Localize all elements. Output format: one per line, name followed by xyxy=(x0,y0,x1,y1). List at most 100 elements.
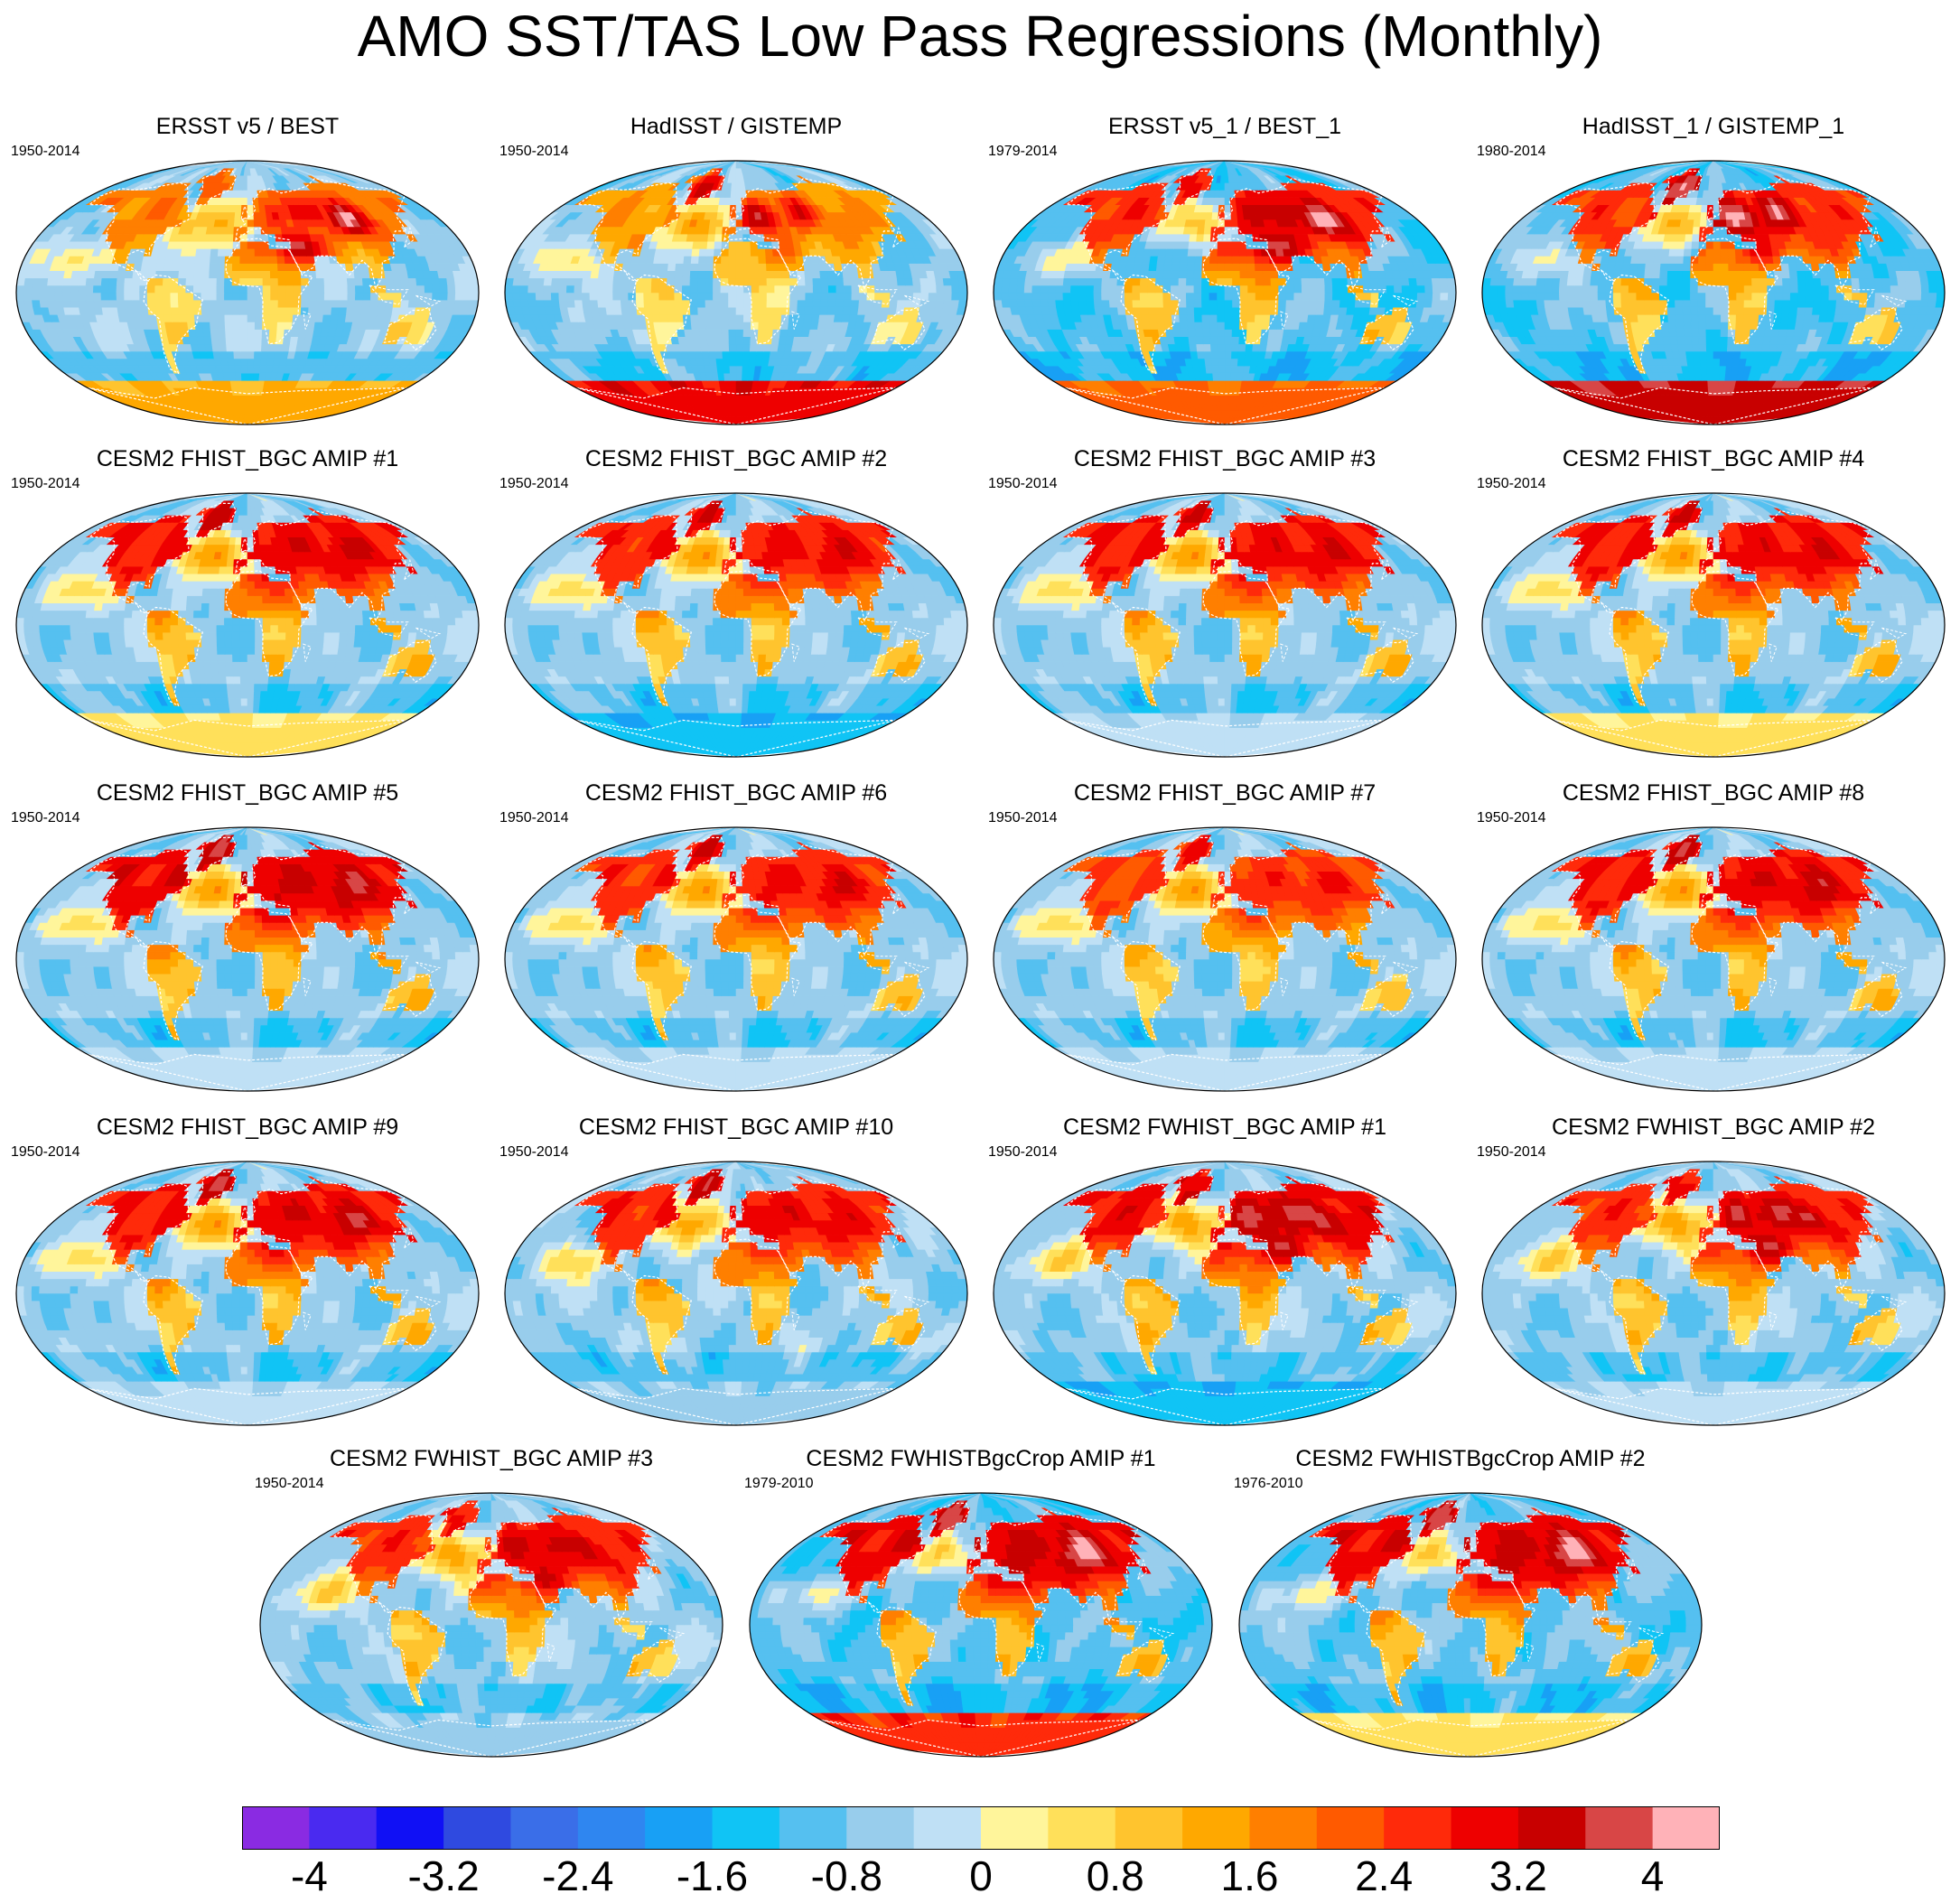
ocean-cell xyxy=(512,277,522,286)
ocean-cell xyxy=(154,270,164,279)
ocean-cell xyxy=(849,270,860,279)
ocean-cell xyxy=(1252,343,1261,352)
ocean-cell xyxy=(864,306,874,315)
ocean-cell xyxy=(710,211,719,220)
ocean-cell xyxy=(720,299,729,308)
ocean-cell xyxy=(565,285,575,294)
ocean-cell xyxy=(231,314,241,322)
ocean-cell xyxy=(705,277,714,286)
land-cell xyxy=(369,270,378,279)
ocean-cell xyxy=(339,285,349,294)
ocean-cell xyxy=(1199,365,1208,374)
ocean-cell xyxy=(201,306,210,315)
ocean-cell xyxy=(235,197,243,206)
ocean-cell xyxy=(543,285,552,294)
ocean-cell xyxy=(1203,343,1212,352)
ocean-cell xyxy=(195,329,205,337)
ocean-cell xyxy=(714,343,723,352)
ocean-cell xyxy=(227,358,236,367)
ocean-cell xyxy=(905,285,914,294)
ocean-cell xyxy=(621,306,630,315)
ocean-cell xyxy=(393,285,403,294)
ocean-cell xyxy=(1218,365,1226,374)
land-cell xyxy=(162,292,172,301)
land-cell xyxy=(1219,395,1226,404)
ocean-cell xyxy=(192,285,202,294)
ocean-cell xyxy=(628,306,638,315)
ocean-cell xyxy=(535,292,545,301)
ocean-cell xyxy=(604,277,614,286)
ocean-cell xyxy=(597,277,607,286)
north-america-coastline xyxy=(88,182,190,283)
africa-coastline xyxy=(225,238,314,345)
chart-title: AMO SST/TAS Low Pass Regressions (Monthl… xyxy=(0,0,1960,72)
land-cell xyxy=(742,263,752,271)
island-coastline xyxy=(415,294,442,307)
panel-title: HadISST / GISTEMP xyxy=(498,112,975,141)
ocean-cell xyxy=(692,240,702,249)
ocean-cell xyxy=(1218,380,1226,388)
ocean-cell xyxy=(1224,343,1233,352)
ocean-cell xyxy=(749,350,758,359)
ocean-cell xyxy=(362,292,371,301)
ocean-cell xyxy=(691,329,701,337)
ocean-cell xyxy=(589,299,599,308)
ocean-cell xyxy=(131,292,141,301)
australia-coastline xyxy=(383,306,437,351)
ocean-cell xyxy=(23,277,33,286)
ocean-cell xyxy=(201,285,210,294)
ocean-cell xyxy=(699,336,708,345)
ocean-cell xyxy=(694,350,704,359)
land-cell xyxy=(253,211,261,220)
ocean-cell xyxy=(195,248,205,257)
ocean-cell xyxy=(23,299,33,308)
land-cell xyxy=(864,270,874,279)
ocean-cell xyxy=(583,306,593,315)
land-cell xyxy=(262,256,271,264)
ocean-cell xyxy=(705,306,714,315)
land-cell xyxy=(185,306,195,315)
ocean-cell xyxy=(682,314,692,322)
ocean-cell xyxy=(330,314,340,322)
ocean-cell xyxy=(46,292,56,301)
land-cell xyxy=(285,270,294,279)
ocean-cell xyxy=(1237,350,1246,359)
ocean-cell xyxy=(70,292,79,301)
land-cell xyxy=(773,263,782,271)
ocean-cell xyxy=(54,285,63,294)
ocean-cell xyxy=(133,314,143,322)
ocean-cell xyxy=(140,263,151,271)
ocean-cell xyxy=(139,292,148,301)
ocean-cell xyxy=(730,197,737,206)
ocean-cell xyxy=(731,174,737,183)
ocean-cell xyxy=(148,263,158,271)
ocean-cell xyxy=(1230,365,1238,374)
ocean-cell xyxy=(188,329,198,337)
ocean-cell xyxy=(713,306,722,315)
ocean-cell xyxy=(254,350,262,359)
land-cell xyxy=(275,329,285,337)
land-cell xyxy=(285,306,294,315)
ocean-cell xyxy=(92,292,102,301)
ocean-cell xyxy=(431,277,441,286)
ocean-cell xyxy=(566,299,576,308)
ocean-cell xyxy=(620,292,630,301)
land-cell xyxy=(773,270,783,279)
ocean-cell xyxy=(536,299,546,308)
ocean-cell xyxy=(912,285,922,294)
ocean-cell xyxy=(377,299,387,308)
ocean-cell xyxy=(247,190,254,198)
panel-period: 1950-2014 xyxy=(11,143,80,161)
ocean-cell xyxy=(226,343,235,352)
land-cell xyxy=(751,285,760,294)
land-cell xyxy=(277,285,287,294)
ocean-cell xyxy=(219,233,228,242)
ocean-cell xyxy=(124,292,133,301)
ocean-cell xyxy=(723,197,732,206)
ocean-cell xyxy=(210,256,219,264)
ocean-cell xyxy=(786,329,796,337)
ocean-cell xyxy=(819,270,829,279)
ocean-cell xyxy=(842,306,852,315)
ocean-cell xyxy=(1231,350,1239,359)
land-cell xyxy=(658,306,668,315)
